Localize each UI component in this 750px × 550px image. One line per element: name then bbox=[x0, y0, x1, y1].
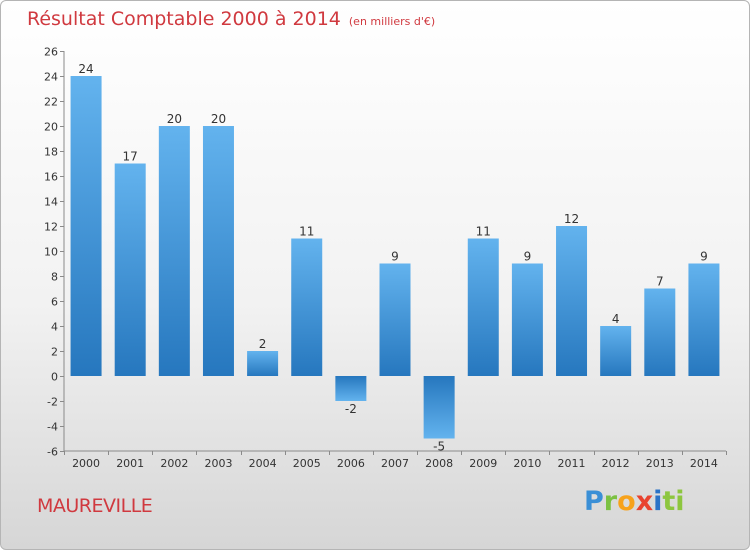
logo-part: x bbox=[635, 486, 654, 517]
logo-part: r bbox=[603, 486, 618, 517]
x-tick-label: 2003 bbox=[204, 457, 232, 470]
bar bbox=[202, 126, 234, 376]
bar bbox=[556, 226, 588, 376]
bar bbox=[335, 376, 367, 401]
bar bbox=[511, 263, 543, 376]
bar bbox=[247, 351, 279, 376]
y-tick-label: 26 bbox=[44, 46, 58, 59]
y-tick-label: 10 bbox=[44, 246, 58, 259]
data-label: 20 bbox=[167, 112, 182, 126]
y-tick-label: 12 bbox=[44, 221, 58, 234]
labels: 24 17 20 20 2 11 -2 9 -5 11 9 12 4 7 9 bbox=[78, 62, 707, 454]
bar bbox=[158, 126, 190, 376]
proxiti-logo: Proxiti bbox=[584, 486, 685, 517]
y-tick-label: -6 bbox=[47, 446, 58, 459]
bar bbox=[423, 376, 455, 439]
bar bbox=[600, 326, 632, 376]
x-tick-label: 2011 bbox=[558, 457, 586, 470]
logo-part: o bbox=[617, 486, 636, 517]
x-tick-label: 2010 bbox=[513, 457, 541, 470]
y-tick-label: 4 bbox=[51, 321, 58, 334]
y-tick-label: 2 bbox=[51, 346, 58, 359]
x-tick-label: 2002 bbox=[160, 457, 188, 470]
chart-title-block: Résultat Comptable 2000 à 2014 (en millie… bbox=[27, 8, 435, 30]
x-tick-label: 2001 bbox=[116, 457, 144, 470]
data-label: 2 bbox=[259, 337, 267, 351]
x-tick-label: 2013 bbox=[646, 457, 674, 470]
logo-part: P bbox=[584, 486, 604, 517]
x-tick-label: 2007 bbox=[381, 457, 409, 470]
logo-part: i bbox=[653, 486, 663, 517]
data-label: 12 bbox=[564, 212, 579, 226]
data-label: 11 bbox=[476, 225, 491, 239]
commune-name: MAUREVILLE bbox=[37, 495, 153, 517]
data-label: 11 bbox=[299, 225, 314, 239]
x-tick-label: 2008 bbox=[425, 457, 453, 470]
x-tick-label: 2014 bbox=[690, 457, 718, 470]
y-tick-label: 20 bbox=[44, 121, 58, 134]
bar bbox=[114, 163, 146, 376]
x-tick-label: 2000 bbox=[72, 457, 100, 470]
x-tick-label: 2005 bbox=[293, 457, 321, 470]
bar bbox=[70, 76, 102, 376]
y-tick-label: 0 bbox=[51, 371, 58, 384]
y-tick-label: 18 bbox=[44, 146, 58, 159]
bar bbox=[644, 288, 676, 376]
y-tick-label: -4 bbox=[47, 421, 58, 434]
data-label: -5 bbox=[433, 440, 445, 454]
y-tick-label: 8 bbox=[51, 271, 58, 284]
data-label: 9 bbox=[524, 250, 532, 264]
bar bbox=[379, 263, 411, 376]
y-tick-label: 16 bbox=[44, 171, 58, 184]
chart-subtitle: (en milliers d'€) bbox=[348, 15, 436, 28]
data-label: 7 bbox=[656, 275, 664, 289]
bar bbox=[467, 238, 499, 376]
logo-part: ti bbox=[662, 486, 685, 517]
y-tick-label: 24 bbox=[44, 71, 58, 84]
data-label: 17 bbox=[123, 150, 138, 164]
data-label: 9 bbox=[391, 250, 399, 264]
y-tick-label: 6 bbox=[51, 296, 58, 309]
data-label: -2 bbox=[345, 402, 357, 416]
x-tick-label: 2012 bbox=[602, 457, 630, 470]
x-tick-label: 2004 bbox=[249, 457, 277, 470]
y-tick-label: -2 bbox=[47, 396, 58, 409]
data-label: 24 bbox=[78, 62, 93, 76]
bar bbox=[688, 263, 720, 376]
data-label: 9 bbox=[700, 250, 708, 264]
y-tick-label: 22 bbox=[44, 96, 58, 109]
chart-title: Résultat Comptable 2000 à 2014 bbox=[27, 8, 341, 30]
x-tick-label: 2006 bbox=[337, 457, 365, 470]
data-label: 4 bbox=[612, 312, 620, 326]
x-tick-label: 2009 bbox=[469, 457, 497, 470]
data-label: 20 bbox=[211, 112, 226, 126]
y-tick-label: 14 bbox=[44, 196, 58, 209]
bar bbox=[291, 238, 323, 376]
bars bbox=[70, 76, 720, 439]
